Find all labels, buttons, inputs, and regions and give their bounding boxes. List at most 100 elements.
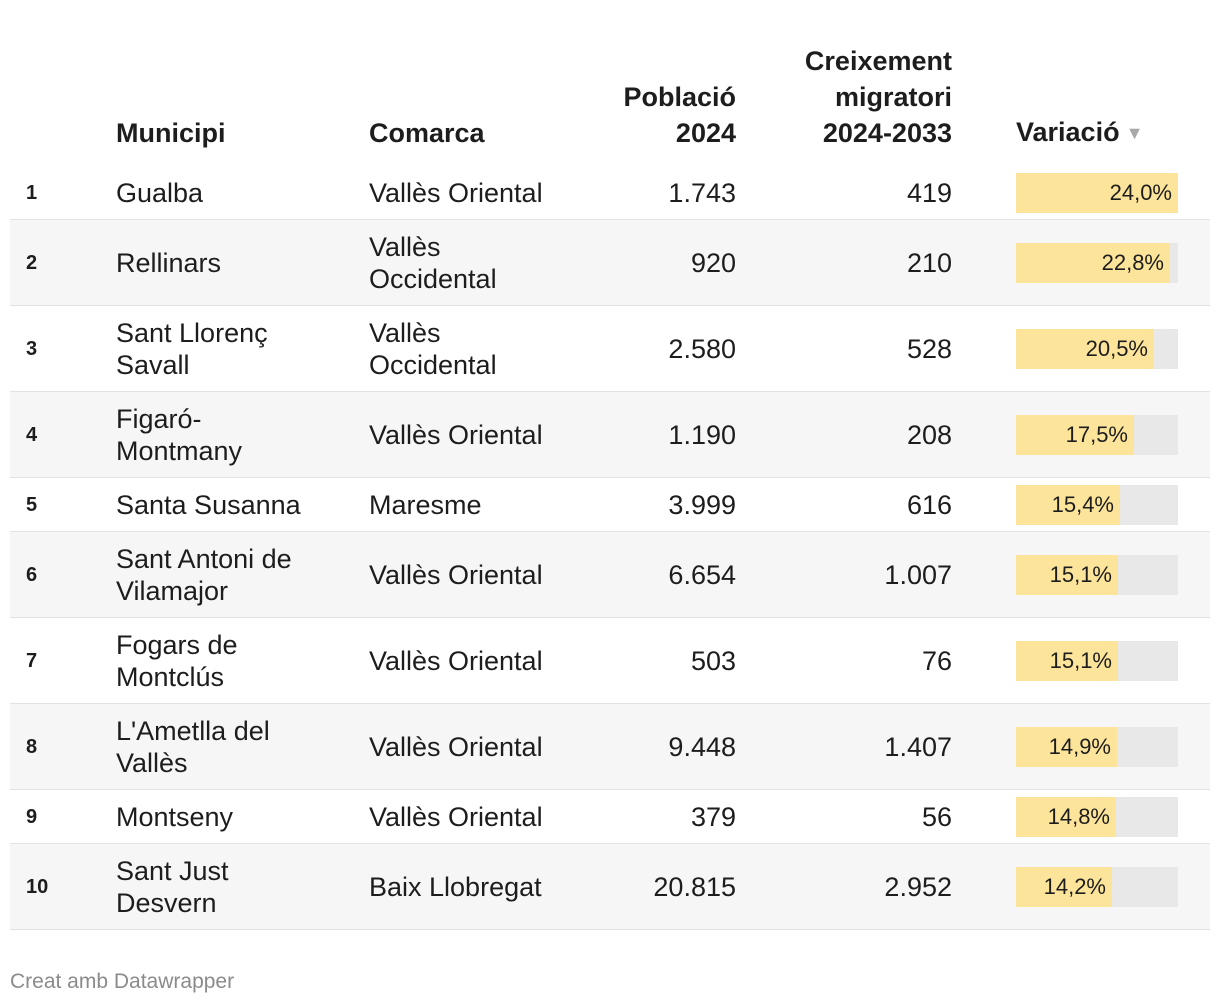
municipi-cell: Sant Just Desvern	[116, 844, 326, 929]
rank-cell: 5	[26, 493, 38, 516]
footer-credit[interactable]: Creat amb Datawrapper	[10, 970, 235, 993]
header-creixement-line1: Creixement	[804, 46, 952, 76]
comarca-cell: Maresme	[369, 478, 579, 531]
rank-cell: 1	[26, 181, 38, 204]
variacio-bar-fill	[1016, 640, 1118, 681]
comarca-text: Baix Llobregat	[369, 871, 542, 902]
municipi-text: Sant Llorenç	[116, 317, 268, 348]
comarca-text: Vallès	[369, 231, 441, 262]
table-row: 8 L'Ametlla del Vallès Vallès Oriental 9.448…	[10, 704, 1210, 790]
variacio-bar-track: 15,1%	[1016, 640, 1178, 681]
comarca-cell: Vallès Oriental	[369, 618, 579, 703]
variacio-bar-fill	[1016, 328, 1154, 369]
municipi-cell: Figaró- Montmany	[116, 392, 326, 477]
creixement-cell: 76	[921, 645, 952, 676]
variacio-bar-track: 14,9%	[1016, 726, 1178, 767]
poblacio-cell: 1.190	[668, 419, 736, 450]
municipi-cell: Sant Antoni de Vilamajor	[116, 532, 326, 617]
poblacio-cell: 503	[690, 645, 736, 676]
municipi-text: Montseny	[116, 801, 234, 832]
comarca-cell: Vallès Oriental	[369, 532, 579, 617]
municipi-cell: L'Ametlla del Vallès	[116, 704, 326, 789]
variacio-bar-fill	[1016, 866, 1112, 907]
municipi-cell: Fogars de Montclús	[116, 618, 326, 703]
municipi-text: Sant Just	[116, 855, 229, 886]
variacio-cell: 24,0%	[1016, 166, 1178, 219]
header-poblacio-line1: Població	[623, 82, 736, 112]
variacio-label: 15,1%	[1049, 647, 1112, 673]
header-comarca[interactable]: Comarca	[369, 115, 485, 151]
header-creixement[interactable]: Creixement migratori 2024-2033	[692, 43, 952, 151]
poblacio-cell: 3.999	[668, 489, 736, 520]
variacio-label: 14,2%	[1043, 873, 1106, 899]
variacio-bar-track: 17,5%	[1016, 414, 1178, 455]
creixement-cell: 1.007	[884, 559, 952, 590]
creixement-cell: 616	[906, 489, 952, 520]
header-variacio-label: Variació	[1016, 117, 1120, 147]
comarca-cell: Vallès Oriental	[369, 704, 579, 789]
municipi-text: Vallès	[116, 747, 188, 778]
municipi-text: Figaró-	[116, 403, 202, 434]
variacio-label: 14,9%	[1048, 733, 1111, 759]
municipi-text: Fogars de	[116, 629, 238, 660]
table-row: 4 Figaró- Montmany Vallès Oriental 1.190 208 1…	[10, 392, 1210, 478]
municipi-text: Gualba	[116, 177, 204, 208]
municipi-text: Montclús	[116, 661, 225, 692]
comarca-text: Maresme	[369, 489, 482, 520]
variacio-label: 24,0%	[1109, 179, 1172, 205]
creixement-cell: 419	[906, 177, 952, 208]
municipi-text: Montmany	[116, 435, 243, 466]
table-header: Municipi Comarca Població 2024 Creixemen…	[10, 40, 1210, 166]
municipi-cell: Santa Susanna	[116, 478, 326, 531]
header-municipi[interactable]: Municipi	[116, 115, 226, 151]
variacio-bar-fill	[1016, 726, 1117, 767]
variacio-label: 22,8%	[1101, 249, 1164, 275]
comarca-text: Vallès Oriental	[369, 559, 543, 590]
variacio-cell: 14,2%	[1016, 844, 1178, 929]
variacio-bar-track: 14,2%	[1016, 866, 1178, 907]
rank-cell: 3	[26, 337, 38, 360]
variacio-bar-fill	[1016, 796, 1116, 837]
table-row: 7 Fogars de Montclús Vallès Oriental 503 76 15…	[10, 618, 1210, 704]
comarca-text: Vallès Oriental	[369, 177, 543, 208]
rank-cell: 6	[26, 563, 38, 586]
variacio-label: 15,4%	[1051, 491, 1114, 517]
variacio-cell: 14,8%	[1016, 790, 1178, 843]
municipi-text: Santa Susanna	[116, 489, 301, 520]
variacio-bar-track: 15,1%	[1016, 554, 1178, 595]
municipi-text: Vilamajor	[116, 575, 229, 606]
creixement-cell: 2.952	[884, 871, 952, 902]
comarca-cell: Baix Llobregat	[369, 844, 579, 929]
comarca-text: Vallès	[369, 317, 441, 348]
rank-cell: 7	[26, 649, 38, 672]
comarca-cell: Vallès Oriental	[369, 166, 579, 219]
creixement-cell: 528	[906, 333, 952, 364]
variacio-cell: 15,1%	[1016, 618, 1178, 703]
municipi-text: Rellinars	[116, 247, 222, 278]
variacio-bar-fill	[1016, 554, 1118, 595]
header-creixement-line2: migratori	[834, 82, 952, 112]
poblacio-cell: 2.580	[668, 333, 736, 364]
header-variacio[interactable]: Variació ▼	[1016, 114, 1143, 151]
variacio-label: 20,5%	[1085, 335, 1148, 361]
comarca-text: Occidental	[369, 349, 497, 380]
variacio-bar-track: 22,8%	[1016, 242, 1178, 283]
variacio-cell: 15,1%	[1016, 532, 1178, 617]
variacio-bar-track: 14,8%	[1016, 796, 1178, 837]
municipi-cell: Rellinars	[116, 220, 326, 305]
table-row: 2 Rellinars Vallès Occidental 920 210 22,8%	[10, 220, 1210, 306]
municipi-text: Savall	[116, 349, 190, 380]
comarca-cell: Vallès Oriental	[369, 392, 579, 477]
comarca-text: Vallès Oriental	[369, 801, 543, 832]
comarca-cell: Vallès Oriental	[369, 790, 579, 843]
variacio-bar-track: 24,0%	[1016, 172, 1178, 213]
sort-down-icon[interactable]: ▼	[1125, 123, 1144, 143]
comarca-text: Vallès Oriental	[369, 419, 543, 450]
municipi-cell: Gualba	[116, 166, 326, 219]
rank-cell: 8	[26, 735, 38, 758]
variacio-cell: 14,9%	[1016, 704, 1178, 789]
municipi-cell: Sant Llorenç Savall	[116, 306, 326, 391]
creixement-cell: 210	[906, 247, 952, 278]
header-poblacio[interactable]: Població 2024	[536, 79, 736, 151]
poblacio-cell: 1.743	[668, 177, 736, 208]
